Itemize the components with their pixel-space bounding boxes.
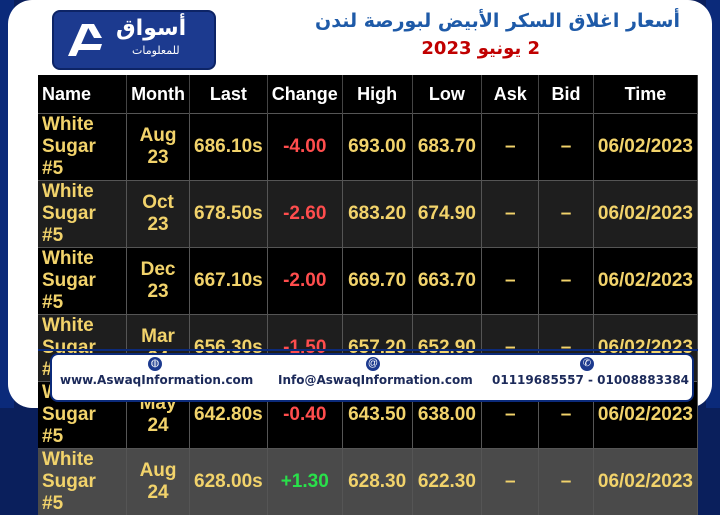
cell-high: 628.30 <box>342 449 412 515</box>
cell-change: +1.30 <box>267 449 342 515</box>
cell-time: 06/02/2023 <box>593 114 697 181</box>
col-month: Month <box>127 75 190 114</box>
col-time: Time <box>593 75 697 114</box>
cell-ask: – <box>482 248 539 315</box>
email-link[interactable]: Info@AswaqInformation.com <box>278 373 473 387</box>
footer-divider <box>38 349 698 351</box>
col-name: Name <box>38 75 127 114</box>
cell-month: Aug 24 <box>127 449 190 515</box>
at-icon: @ <box>366 357 380 371</box>
cell-bid: – <box>539 248 594 315</box>
cell-bid: – <box>539 449 594 515</box>
table-row: White Sugar #5 Dec 23 667.10s -2.00 669.… <box>38 248 698 315</box>
cell-time: 06/02/2023 <box>593 449 697 515</box>
cell-last: 667.10s <box>190 248 268 315</box>
cell-change: -4.00 <box>267 114 342 181</box>
cell-change: -2.60 <box>267 181 342 248</box>
table-row: White Sugar #5 Aug 23 686.10s -4.00 693.… <box>38 114 698 181</box>
phone-icon: ✆ <box>580 357 594 371</box>
cell-name: White Sugar #5 <box>38 449 127 515</box>
col-bid: Bid <box>539 75 594 114</box>
logo-subtitle: للمعلومات <box>132 44 180 57</box>
table-header-row: Name Month Last Change High Low Ask Bid … <box>38 75 698 114</box>
cell-time: 06/02/2023 <box>593 181 697 248</box>
cell-last: 678.50s <box>190 181 268 248</box>
cell-high: 669.70 <box>342 248 412 315</box>
col-low: Low <box>412 75 482 114</box>
cell-bid: – <box>539 181 594 248</box>
cell-month: Oct 23 <box>127 181 190 248</box>
cell-low: 622.30 <box>412 449 482 515</box>
cell-name: White Sugar #5 <box>38 114 127 181</box>
cell-low: 663.70 <box>412 248 482 315</box>
cell-high: 693.00 <box>342 114 412 181</box>
cell-low: 674.90 <box>412 181 482 248</box>
cell-time: 06/02/2023 <box>593 248 697 315</box>
cell-ask: – <box>482 449 539 515</box>
table-row: White Sugar #5 Oct 23 678.50s -2.60 683.… <box>38 181 698 248</box>
phone-numbers: 01119685557 - 01008883384 <box>492 373 689 387</box>
cell-name: White Sugar #5 <box>38 248 127 315</box>
col-last: Last <box>190 75 268 114</box>
prices-table: Name Month Last Change High Low Ask Bid … <box>38 75 698 515</box>
cell-high: 683.20 <box>342 181 412 248</box>
contact-footer: ◍ www.AswaqInformation.com @ Info@AswaqI… <box>50 353 694 402</box>
logo-a-icon <box>64 22 104 58</box>
cell-ask: – <box>482 181 539 248</box>
page-date: 2 يونيو 2023 <box>240 38 540 59</box>
logo-name: أسواق <box>116 16 186 41</box>
cell-name: White Sugar #5 <box>38 181 127 248</box>
cell-change: -2.00 <box>267 248 342 315</box>
cell-month: Aug 23 <box>127 114 190 181</box>
cell-last: 686.10s <box>190 114 268 181</box>
col-change: Change <box>267 75 342 114</box>
table-row: White Sugar #5 Aug 24 628.00s +1.30 628.… <box>38 449 698 515</box>
col-ask: Ask <box>482 75 539 114</box>
col-high: High <box>342 75 412 114</box>
cell-ask: – <box>482 114 539 181</box>
globe-icon: ◍ <box>148 357 162 371</box>
page-title: أسعار اغلاق السكر الأبيض لبورصة لندن <box>240 10 680 32</box>
cell-low: 683.70 <box>412 114 482 181</box>
aswaq-logo: أسواق للمعلومات <box>52 10 216 70</box>
cell-bid: – <box>539 114 594 181</box>
website-link[interactable]: www.AswaqInformation.com <box>60 373 253 387</box>
cell-month: Dec 23 <box>127 248 190 315</box>
cell-last: 628.00s <box>190 449 268 515</box>
